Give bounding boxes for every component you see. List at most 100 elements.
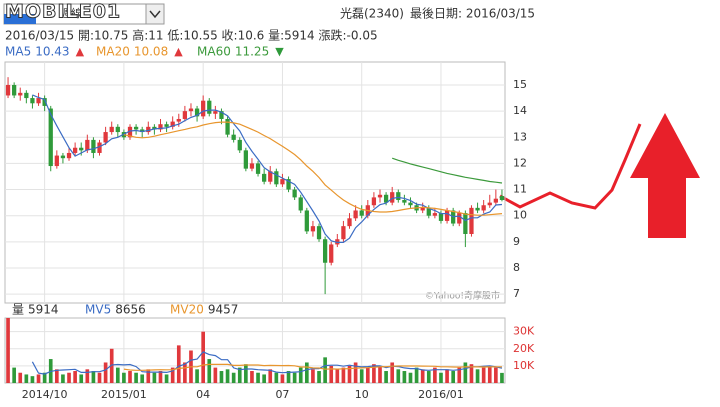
volume-bar [219,371,224,383]
volume-bar [109,348,114,383]
volume-bar [396,369,401,383]
stock-title: 光磊(2340) [340,7,404,21]
candle-body [188,108,194,112]
candle-body [30,98,35,104]
select-button[interactable] [145,3,165,25]
legend-value: 11.25 [235,45,269,59]
volume-bar [286,371,291,383]
y-tick-label: 9 [513,235,520,248]
candle-body [316,226,322,240]
volume-bar [311,369,315,383]
candle-body [213,111,218,114]
volume-average-line [31,351,503,375]
x-tick-label: 07 [275,388,289,401]
candle-body [79,147,84,151]
volume-bar [439,372,443,383]
volume-bar [79,374,84,383]
volume-bar [292,372,297,383]
candle-body [201,100,206,117]
volume-bar [195,369,199,383]
volume-bar [42,372,47,383]
candle-body [262,173,267,182]
select-caret [149,10,161,19]
volume-bar [97,372,102,383]
volume-bar [408,372,413,383]
x-tick-label: 2014/10 [22,388,68,401]
volume-bar [256,372,260,383]
candle-body [481,205,486,211]
candle-body [133,126,139,130]
candle-body [164,124,169,127]
volume-legend-name: MV20 [170,303,204,317]
candle-body [176,118,181,122]
volume-bar [420,369,425,383]
candle-body [249,163,255,169]
volume-bar [298,367,303,383]
volume-legend-value: 5914 [28,303,59,317]
candle-body [72,147,78,153]
volume-bar [372,364,376,383]
volume-bar [115,367,120,383]
volume-bar [451,371,455,383]
volume-bar [280,374,285,383]
candle-body [499,196,505,201]
candle-body [237,139,242,151]
candle-body [194,108,200,117]
volume-bar [36,374,41,383]
volume-bar [237,367,242,383]
candle-body [274,171,279,185]
y-tick-label: 8 [513,261,520,274]
select-text[interactable]: 週線 [60,6,82,20]
candle-body [36,98,41,104]
moving-average-line [123,121,503,216]
volume-bar [494,367,498,383]
moving-average-line [32,94,503,243]
volume-bar [250,371,254,383]
volume-bar [146,369,151,383]
x-tick-label: 2015/01 [101,388,147,401]
volume-legend-value: 8656 [115,303,146,317]
volume-bar [353,362,358,383]
volume-bar [12,367,16,383]
candle-body [146,126,151,133]
volume-bar [176,345,181,383]
y-tick-label: 11 [513,183,527,196]
volume-bar [30,376,35,383]
volume-bar [225,369,230,383]
candle-body [48,108,53,167]
volume-bar [152,372,157,383]
volume-bar [274,372,279,383]
candle-body [469,207,474,234]
volume-bar [500,372,504,383]
volume-bar [213,367,218,383]
legend-trend: ▲ [76,45,85,58]
volume-bar [384,371,388,383]
y-tick-label: 14 [513,104,527,117]
y-tick-label: 10 [513,209,527,222]
candle-body [444,210,450,221]
candle-body [158,124,163,130]
candle-body [85,139,90,151]
volume-bar [134,372,138,383]
volume-legend-name: 量 [12,303,24,317]
volume-bar [128,371,132,383]
legend-trend: ▼ [275,45,284,58]
candle-body [207,100,212,114]
volume-bar [140,374,145,383]
watermark: ©Yahoo!奇摩股市 [425,290,500,302]
candle-body [24,92,29,99]
legend-value: 10.08 [134,45,168,59]
candle-body [140,129,145,133]
volume-bar [378,365,382,383]
quote-info: 2016/03/15 開:10.75 高:11 低:10.55 收:10.6 量… [5,28,378,43]
volume-average-line [123,363,502,371]
candle-body [371,197,377,206]
volume-bar [24,374,29,383]
candle-body [182,111,188,119]
candle-body [5,85,11,96]
candle-body [280,179,285,185]
candle-body [310,226,316,232]
candle-body [42,98,47,106]
legend-value: 10.43 [35,45,69,59]
